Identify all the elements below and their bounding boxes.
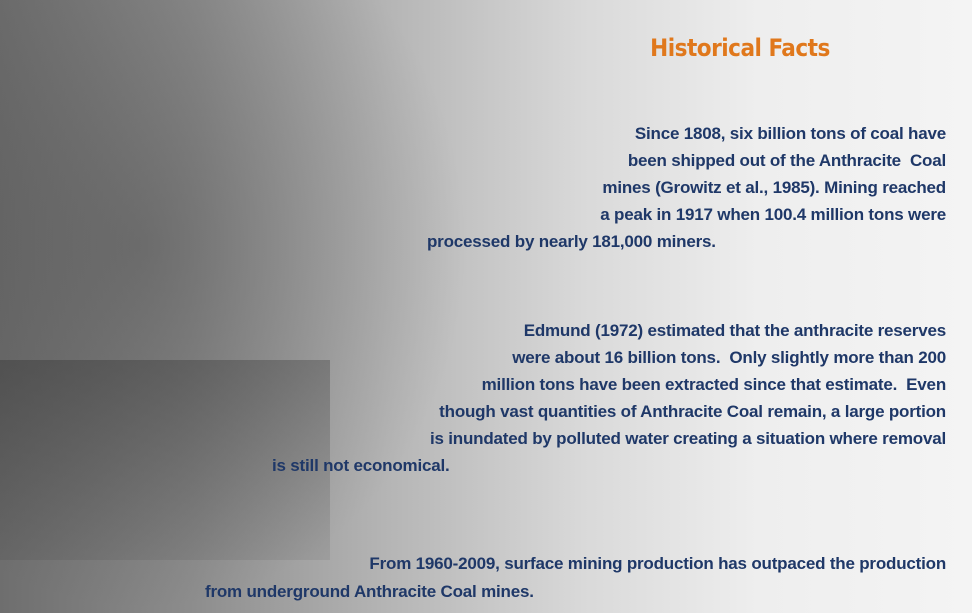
text-line: though vast quantities of Anthracite Coa… [439, 402, 946, 422]
text-line: Since 1808, six billion tons of coal hav… [635, 124, 946, 144]
page: Historical Facts Since 1808, six billion… [0, 0, 972, 613]
text-line: mines (Growitz et al., 1985). Mining rea… [602, 178, 946, 198]
text-line: Edmund (1972) estimated that the anthrac… [524, 321, 946, 341]
text-line: processed by nearly 181,000 miners. [427, 232, 716, 252]
text-line: million tons have been extracted since t… [482, 375, 946, 395]
text-line: a peak in 1917 when 100.4 million tons w… [600, 205, 946, 225]
text-line: were about 16 billion tons. Only slightl… [512, 348, 946, 368]
text-line: been shipped out of the Anthracite Coal [628, 151, 946, 171]
text-line: is inundated by polluted water creating … [430, 429, 946, 449]
title: Historical Facts [640, 34, 840, 62]
text-line: is still not economical. [272, 456, 450, 476]
text-line: from underground Anthracite Coal mines. [205, 582, 534, 602]
text-line: From 1960-2009, surface mining productio… [369, 554, 946, 574]
